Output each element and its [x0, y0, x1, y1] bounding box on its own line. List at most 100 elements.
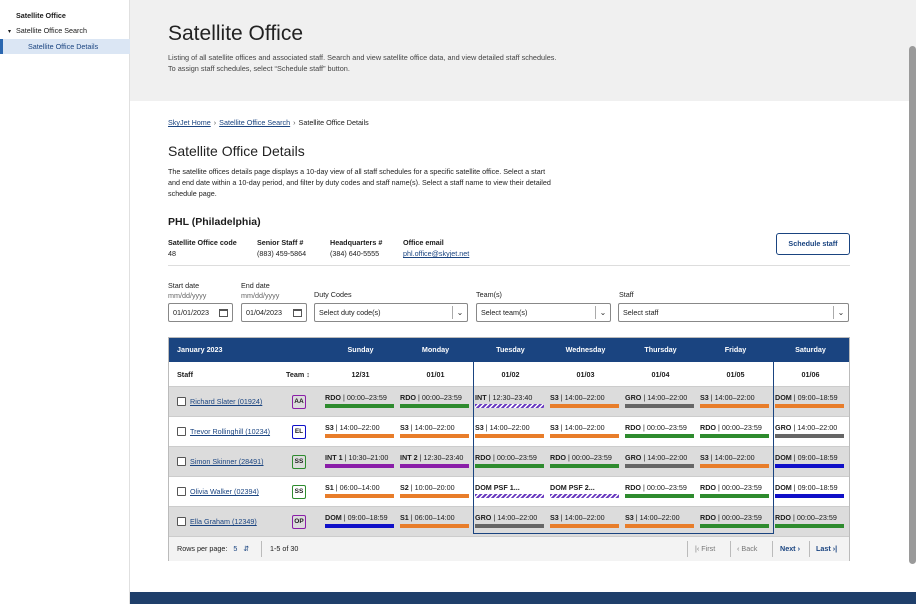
- day-header: Friday: [724, 345, 747, 354]
- staff-name-link[interactable]: Simon Skinner (28491): [190, 457, 264, 466]
- schedule-cell[interactable]: S3 | 14:00–22:00: [548, 507, 623, 537]
- schedule-cell[interactable]: S2 | 10:00–20:00: [398, 477, 473, 507]
- shift-time: 14:00–22:00: [639, 513, 680, 522]
- row-checkbox[interactable]: [177, 397, 186, 406]
- duty-color-bar: [550, 464, 619, 468]
- shift-label: DOM | 09:00–18:59: [775, 393, 847, 402]
- row-checkbox[interactable]: [177, 427, 186, 436]
- shift-separator: |: [490, 453, 497, 462]
- schedule-cell[interactable]: S3 | 14:00–22:00: [398, 417, 473, 447]
- sort-icon[interactable]: ⇵: [243, 544, 250, 553]
- schedule-cell[interactable]: RDO | 00:00–23:59: [623, 477, 698, 507]
- shift-separator: |: [640, 483, 647, 492]
- schedule-cell[interactable]: S3 | 14:00–22:00: [698, 447, 773, 477]
- end-date-input[interactable]: 01/04/2023: [241, 303, 307, 322]
- staff-name-link[interactable]: Richard Slater (01924): [190, 397, 263, 406]
- rows-per-page-value[interactable]: 5: [233, 544, 238, 553]
- office-email-link[interactable]: phl.office@skyjet.net: [403, 249, 470, 258]
- breadcrumb-satellite-office-search[interactable]: Satellite Office Search: [219, 118, 291, 127]
- start-date-hint: mm/dd/yyyy: [168, 291, 207, 300]
- schedule-cell[interactable]: RDO | 00:00–23:59: [698, 507, 773, 537]
- schedule-cell[interactable]: INT | 12:30–23:40: [473, 387, 548, 417]
- calendar-icon[interactable]: [219, 309, 228, 317]
- row-checkbox[interactable]: [177, 457, 186, 466]
- staff-placeholder: Select staff: [623, 308, 659, 317]
- headquarters-label: Headquarters #: [330, 238, 383, 247]
- scrollbar[interactable]: [909, 46, 916, 564]
- schedule-cell[interactable]: INT 1 | 10:30–21:00: [323, 447, 398, 477]
- schedule-cell[interactable]: INT 2 | 12:30–23:40: [398, 447, 473, 477]
- shift-label: RDO | 00:00–23:59: [775, 513, 847, 522]
- sidebar-item-satellite-office-details[interactable]: Satellite Office Details: [0, 39, 130, 54]
- next-page-button[interactable]: Next ›: [780, 537, 800, 561]
- staff-name-link[interactable]: Trevor Rollinghill (10234): [190, 427, 271, 436]
- shift-separator: |: [791, 423, 798, 432]
- shift-label: RDO | 00:00–23:59: [700, 483, 772, 492]
- next-page-label: Next: [780, 544, 796, 553]
- day-header: Tuesday: [496, 345, 525, 354]
- schedule-cell[interactable]: GRO | 14:00–22:00: [623, 447, 698, 477]
- schedule-cell[interactable]: S3 | 14:00–22:00: [323, 417, 398, 447]
- shift-label: GRO | 14:00–22:00: [625, 453, 697, 462]
- schedule-cell[interactable]: GRO | 14:00–22:00: [623, 387, 698, 417]
- shift-time: 00:00–23:59: [346, 393, 387, 402]
- schedule-cell[interactable]: RDO | 00:00–23:59: [773, 507, 848, 537]
- schedule-cell[interactable]: S3 | 14:00–22:00: [698, 387, 773, 417]
- sidebar-item-satellite-office[interactable]: Satellite Office: [16, 11, 66, 20]
- schedule-cell[interactable]: RDO | 00:00–23:59: [548, 447, 623, 477]
- rows-per-page[interactable]: Rows per page: 5 ⇵: [177, 537, 249, 561]
- schedule-cell[interactable]: S1 | 06:00–14:00: [323, 477, 398, 507]
- schedule-cell[interactable]: DOM | 09:00–18:59: [773, 477, 848, 507]
- schedule-cell[interactable]: RDO | 00:00–23:59: [698, 477, 773, 507]
- duty-code: S2: [400, 483, 409, 492]
- row-checkbox[interactable]: [177, 517, 186, 526]
- teams-select[interactable]: Select team(s) ⌄: [476, 303, 611, 322]
- calendar-icon[interactable]: [293, 309, 302, 317]
- start-date-input[interactable]: 01/01/2023: [168, 303, 233, 322]
- schedule-cell[interactable]: DOM PSF 2...: [548, 477, 623, 507]
- staff-select[interactable]: Select staff ⌄: [618, 303, 849, 322]
- schedule-cell[interactable]: S3 | 14:00–22:00: [473, 417, 548, 447]
- schedule-cell[interactable]: RDO | 00:00–23:59: [323, 387, 398, 417]
- schedule-cell[interactable]: S3 | 14:00–22:00: [623, 507, 698, 537]
- sidebar-item-satellite-office-search[interactable]: ▾ Satellite Office Search: [8, 23, 87, 38]
- schedule-cell[interactable]: S1 | 06:00–14:00: [398, 507, 473, 537]
- first-page-button[interactable]: |‹ First: [695, 537, 715, 561]
- schedule-cell[interactable]: DOM | 09:00–18:59: [773, 447, 848, 477]
- last-page-button[interactable]: Last ›|: [816, 537, 837, 561]
- senior-staff-field: Senior Staff # (883) 459-5864: [257, 237, 306, 259]
- staff-name-link[interactable]: Olivia Walker (02394): [190, 487, 259, 496]
- back-page-button[interactable]: ‹ Back: [737, 537, 757, 561]
- start-date-label-text: Start date: [168, 281, 200, 290]
- teams-placeholder: Select team(s): [481, 308, 528, 317]
- shift-time: 14:00–22:00: [647, 453, 688, 462]
- sort-icon[interactable]: ↕: [306, 370, 310, 379]
- office-email-field: Office email phl.office@skyjet.net: [403, 237, 469, 259]
- duty-color-bar: [325, 404, 394, 408]
- staff-name-link[interactable]: Ella Graham (12349): [190, 517, 257, 526]
- day-header: Wednesday: [565, 345, 606, 354]
- schedule-cell[interactable]: S3 | 14:00–22:00: [548, 387, 623, 417]
- duty-code: RDO: [625, 423, 641, 432]
- schedule-cell[interactable]: S3 | 14:00–22:00: [548, 417, 623, 447]
- row-checkbox[interactable]: [177, 487, 186, 496]
- schedule-cell[interactable]: GRO | 14:00–22:00: [473, 507, 548, 537]
- schedule-staff-button[interactable]: Schedule staff: [776, 233, 850, 255]
- schedule-cell[interactable]: RDO | 00:00–23:59: [473, 447, 548, 477]
- schedule-cell[interactable]: DOM | 09:00–18:59: [773, 387, 848, 417]
- team-column-header[interactable]: Team ↕: [286, 362, 310, 387]
- duty-codes-select[interactable]: Select duty code(s) ⌄: [314, 303, 468, 322]
- shift-separator: |: [558, 513, 565, 522]
- schedule-cell[interactable]: RDO | 00:00–23:59: [623, 417, 698, 447]
- duty-code: S3: [625, 513, 634, 522]
- schedule-cell[interactable]: RDO | 00:00–23:59: [398, 387, 473, 417]
- shift-time: 09:00–18:59: [347, 513, 388, 522]
- schedule-cell[interactable]: DOM PSF 1...: [473, 477, 548, 507]
- schedule-cell[interactable]: GRO | 14:00–22:00: [773, 417, 848, 447]
- shift-time: 00:00–23:59: [646, 423, 687, 432]
- schedule-cell[interactable]: RDO | 00:00–23:59: [698, 417, 773, 447]
- shift-separator: |: [491, 513, 498, 522]
- breadcrumb-skyjet-home[interactable]: SkyJet Home: [168, 118, 211, 127]
- duty-code: DOM: [775, 393, 792, 402]
- schedule-cell[interactable]: DOM | 09:00–18:59: [323, 507, 398, 537]
